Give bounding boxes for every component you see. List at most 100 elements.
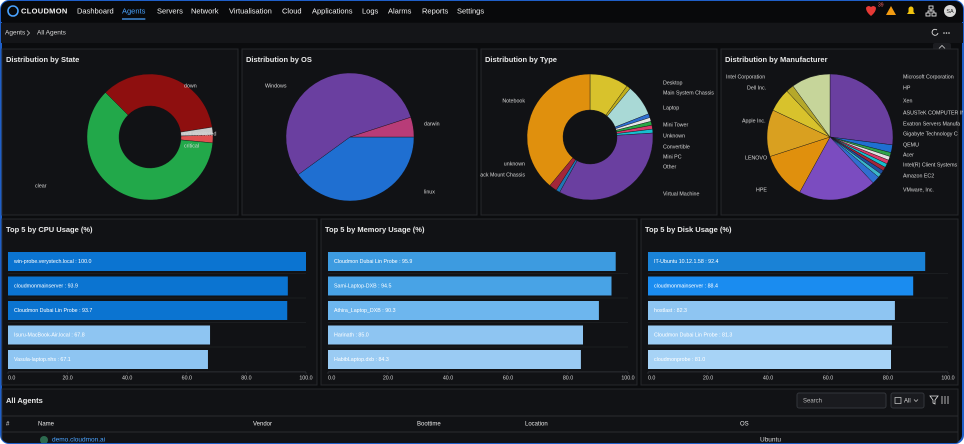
bar[interactable]	[328, 325, 583, 345]
bell-icon[interactable]	[907, 6, 915, 14]
warning-icon[interactable]	[886, 6, 896, 15]
refresh-button[interactable]	[931, 28, 939, 36]
bar[interactable]	[328, 276, 612, 296]
bar[interactable]	[8, 252, 306, 271]
slice-label: QEMU	[903, 142, 919, 148]
breadcrumb-root[interactable]: Agents	[5, 30, 26, 37]
pie-slice[interactable]	[799, 136, 874, 201]
slice-label: HP	[903, 85, 911, 91]
filter-dropdown[interactable]	[890, 392, 925, 409]
network-icon[interactable]	[925, 5, 937, 17]
donut-slice[interactable]	[526, 73, 591, 186]
column-header[interactable]: Name	[38, 422, 55, 428]
bar[interactable]	[648, 325, 892, 345]
nav-item[interactable]: Cloud	[282, 6, 302, 15]
slice-label: ASUSTeK COMPUTER IN	[903, 110, 964, 116]
breadcrumb-current: All Agents	[37, 30, 67, 37]
x-tick-label: 20.0	[383, 375, 393, 381]
table-title: All Agents	[6, 396, 43, 405]
column-header[interactable]: Boottime	[417, 422, 441, 428]
nav-item[interactable]: Settings	[457, 6, 484, 15]
slice-label: Notebook	[502, 98, 525, 104]
filter-button[interactable]	[929, 395, 939, 405]
agent-name[interactable]: demo.cloudmon.ai	[52, 437, 105, 444]
slice-label: down	[184, 83, 197, 89]
nav-item[interactable]: Logs	[362, 6, 379, 15]
slice-label: Dell Inc.	[747, 85, 766, 91]
donut-slice[interactable]	[105, 73, 213, 133]
slice-label: Exatron Servers Manufa	[903, 121, 960, 127]
breadcrumb-separator	[26, 30, 31, 36]
slice-label: Main System Chassis	[663, 90, 714, 96]
bar-label: cloudmonmainserver : 93.9	[14, 283, 78, 289]
logo[interactable]: CLOUDMON	[21, 6, 68, 15]
slice-label: Gigabyte Technology C	[903, 131, 958, 137]
chart-title: Top 5 by Memory Usage (%)	[325, 225, 425, 234]
pie-slice[interactable]	[349, 116, 415, 138]
bar-label: Cloudmon Dubai Lin Probe : 95.9	[334, 259, 412, 265]
column-header[interactable]: Vendor	[253, 422, 272, 428]
slice-label: Apple Inc.	[742, 118, 766, 124]
bar[interactable]	[8, 276, 288, 296]
alerts-icon[interactable]	[866, 6, 876, 16]
bar[interactable]	[8, 325, 211, 345]
slice-label: LENOVO	[745, 155, 767, 161]
slice-label: Amazon EC2	[903, 173, 934, 179]
search-box[interactable]	[796, 392, 887, 409]
slice-label: Intel(R) Client Systems	[903, 162, 958, 168]
bar[interactable]	[328, 301, 599, 320]
x-tick-label: 20.0	[62, 375, 72, 381]
bar[interactable]	[8, 350, 208, 369]
collapse-icon	[938, 44, 946, 49]
slice-label: ack Mount Chassis	[480, 172, 525, 178]
bar[interactable]	[648, 301, 895, 320]
bar[interactable]	[648, 252, 926, 271]
chart-title: Top 5 by CPU Usage (%)	[6, 225, 93, 234]
nav-item[interactable]: Servers	[157, 6, 183, 15]
slice-label: clear	[35, 183, 47, 189]
x-tick-label: 0.0	[648, 375, 655, 381]
alerts-badge: 39	[878, 2, 884, 8]
slice-label: critical	[184, 143, 199, 149]
donut-slice[interactable]	[559, 132, 654, 201]
nav-item[interactable]: Applications	[312, 6, 353, 15]
bar-label: IT-Ubuntu 10.12.1.58 : 92.4	[654, 259, 719, 265]
column-header[interactable]: Location	[525, 422, 548, 428]
pie-slice[interactable]	[829, 73, 894, 146]
slice-label: Acer	[903, 152, 914, 158]
slice-label: Mini Tower	[663, 122, 688, 128]
columns-button[interactable]	[941, 396, 949, 404]
chart-title: Distribution by Manufacturer	[725, 55, 828, 64]
column-header[interactable]: OS	[740, 422, 749, 428]
pie-slice[interactable]	[297, 136, 415, 202]
bar-label: Vasula-laptop.nhs : 67.1	[14, 357, 71, 363]
bar[interactable]	[648, 350, 891, 369]
bar[interactable]	[648, 276, 914, 296]
nav-item[interactable]: Network	[191, 6, 219, 15]
bar[interactable]	[328, 350, 581, 369]
pie-slice[interactable]	[285, 72, 412, 175]
bar[interactable]	[328, 252, 616, 271]
nav-item[interactable]: Alarms	[388, 6, 412, 15]
bar-label: cloudmonprobe : 81.0	[654, 357, 705, 363]
pie-slice[interactable]	[792, 73, 831, 138]
column-header[interactable]: #	[6, 422, 10, 428]
x-tick-label: 60.0	[823, 375, 833, 381]
logo-icon	[7, 5, 19, 17]
nav-item[interactable]: Virtualisation	[229, 6, 272, 15]
search-placeholder: Search	[803, 399, 822, 405]
bar-label: win-probe.verystech.local : 100.0	[14, 259, 91, 265]
slice-label: not monitored	[184, 131, 216, 137]
x-tick-label: 40.0	[763, 375, 773, 381]
bar-label: HabibLaptop.dxb : 84.3	[334, 357, 389, 363]
more-button[interactable]	[943, 32, 950, 34]
avatar-initials: SA	[946, 9, 954, 15]
nav-item[interactable]: Reports	[422, 6, 449, 15]
bar[interactable]	[8, 301, 288, 320]
avatar[interactable]	[944, 5, 956, 17]
nav-item[interactable]: Dashboard	[77, 6, 114, 15]
nav-item[interactable]: Agents	[122, 6, 146, 15]
slice-label: VMware, Inc.	[903, 187, 934, 193]
slice-label: Mini PC	[663, 154, 682, 160]
slice-label: Xen	[903, 98, 912, 104]
